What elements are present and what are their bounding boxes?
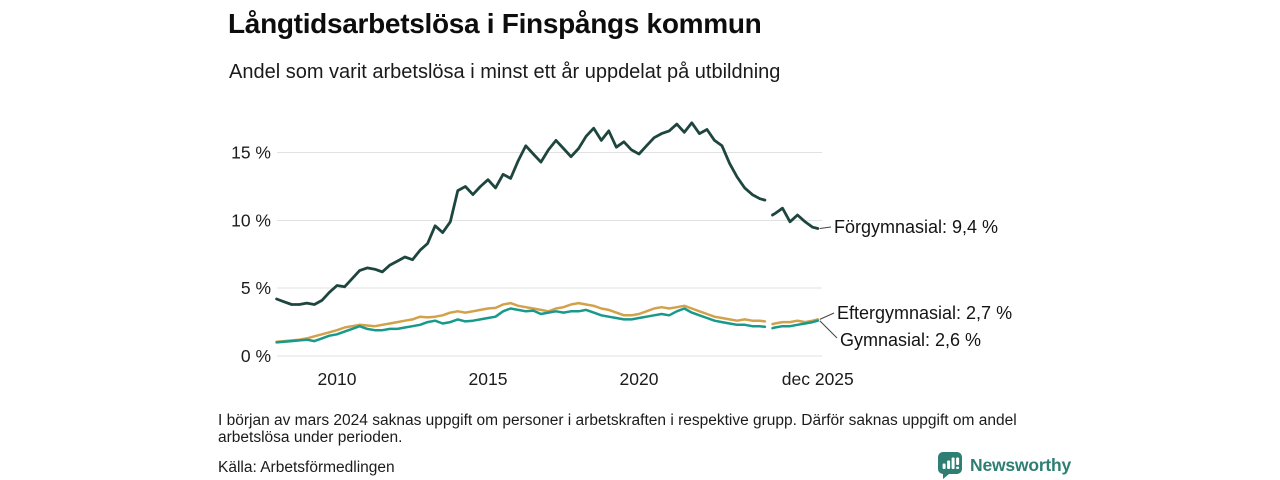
series-end-label-eftergymnasial: Eftergymnasial: 2,7 % (837, 303, 1012, 323)
exclamation-bar (956, 457, 960, 465)
x-tick-label: dec 2025 (782, 369, 854, 389)
y-tick-label: 0 % (241, 346, 271, 366)
y-tick-label: 10 % (231, 210, 271, 230)
series-line-eftergymnasial (275, 301, 820, 344)
bar-tall (951, 457, 955, 469)
series-end-label-gymnasial: Gymnasial: 2,6 % (840, 330, 981, 350)
exclamation-dot (956, 466, 960, 469)
series-line-forgymnasial (275, 121, 820, 306)
brand-name: Newsworthy (970, 455, 1072, 475)
bar-small (942, 463, 946, 469)
x-tick-label: 2015 (469, 369, 508, 389)
chart-subtitle: Andel som varit arbetslösa i minst ett å… (229, 61, 781, 83)
source-line: Källa: Arbetsförmedlingen (218, 459, 395, 476)
newsworthy-speech-bubble-bar-chart-icon (938, 452, 962, 479)
newsworthy-logo: Newsworthy (938, 452, 1071, 479)
x-tick-label: 2010 (318, 369, 357, 389)
label-leader-line-eftergymnasial (819, 312, 835, 320)
series-line-gymnasial (275, 307, 820, 344)
x-tick-label: 2020 (620, 369, 659, 389)
series-end-label-forgymnasial: Förgymnasial: 9,4 % (834, 217, 998, 237)
chart-footnote: I början av mars 2024 saknas uppgift om … (218, 412, 1017, 446)
y-tick-label: 15 % (231, 143, 271, 163)
y-tick-label: 5 % (241, 278, 271, 298)
chart-title: Långtidsarbetslösa i Finspångs kommun (228, 8, 762, 39)
label-leader-line-gymnasial (819, 320, 838, 339)
bar-medium (947, 460, 951, 469)
label-leader-line-forgymnasial (819, 226, 832, 230)
